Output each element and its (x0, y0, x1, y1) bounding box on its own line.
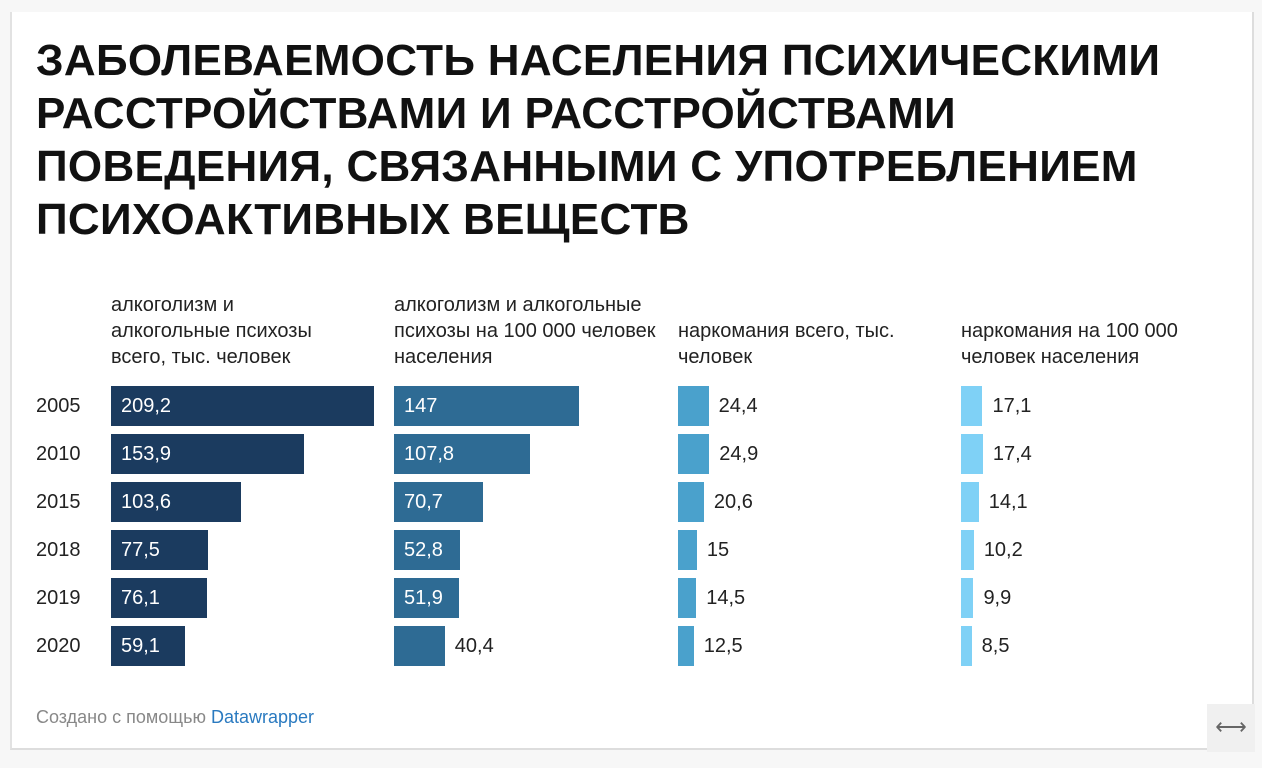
datawrapper-link[interactable]: Datawrapper (210, 707, 315, 727)
year-label: 2019 (36, 587, 81, 609)
bar (111, 434, 305, 474)
bar (394, 578, 460, 618)
value-label: 59,1 (121, 635, 160, 657)
value-label: 77,5 (121, 539, 160, 561)
column-header: алкоголизм и алкогольные психозы на 100 … (394, 294, 656, 368)
value-label: 209,2 (121, 395, 172, 417)
value-label: 40,4 (454, 635, 494, 657)
bar (111, 386, 374, 426)
value-label: 70,7 (404, 491, 443, 513)
year-label: 2018 (36, 539, 81, 561)
value-label: 52,8 (404, 539, 443, 561)
value-label: 51,9 (404, 587, 443, 609)
bar (961, 386, 983, 426)
value-label: 24,4 (718, 395, 758, 417)
footer-prefix: Создано с помощью (36, 707, 206, 727)
bar (394, 386, 579, 426)
value-label: 14,1 (988, 491, 1028, 513)
bar (678, 578, 697, 618)
year-label: 2005 (36, 395, 81, 417)
bar (111, 626, 186, 666)
bar (961, 530, 974, 570)
bar (961, 434, 983, 474)
bar (394, 434, 530, 474)
year-label: 2010 (36, 443, 81, 465)
value-label: 76,1 (121, 587, 160, 609)
value-label: 103,6 (121, 491, 172, 513)
bar (394, 530, 461, 570)
bar (111, 482, 242, 522)
value-label: 15 (706, 539, 730, 561)
value-label: 14,5 (706, 587, 746, 609)
chart-card (10, 12, 1254, 750)
bar (678, 626, 694, 666)
year-label: 2020 (36, 635, 81, 657)
value-label: 9,9 (983, 587, 1012, 609)
bar (678, 530, 697, 570)
bar (678, 434, 710, 474)
bar (961, 626, 972, 666)
value-label: 153,9 (121, 443, 172, 465)
bar (678, 386, 709, 426)
horizontal-arrows-icon[interactable]: ⟷ (1207, 704, 1255, 752)
chart-title: ЗАБОЛЕВАЕМОСТЬ НАСЕЛЕНИЯ ПСИХИЧЕСКИМИ РА… (36, 36, 1161, 244)
value-label: 17,4 (992, 443, 1032, 465)
value-label: 10,2 (983, 539, 1023, 561)
value-label: 147 (404, 395, 438, 417)
value-label: 12,5 (703, 635, 743, 657)
column-header: наркомания всего, тыс. человек (678, 320, 895, 368)
year-label: 2015 (36, 491, 81, 513)
bar (961, 482, 979, 522)
value-label: 20,6 (713, 491, 753, 513)
bar (394, 626, 445, 666)
bar (111, 578, 207, 618)
bar (111, 530, 209, 570)
bar (678, 482, 704, 522)
column-header: наркомания на 100 000 человек населения (961, 320, 1178, 368)
footer: Создано с помощью Datawrapper (36, 707, 314, 728)
value-label: 24,9 (719, 443, 759, 465)
value-label: 8,5 (981, 635, 1010, 657)
bar (961, 578, 974, 618)
column-header: алкоголизм и алкогольные психозы всего, … (111, 294, 312, 368)
value-label: 107,8 (404, 443, 455, 465)
value-label: 17,1 (992, 395, 1032, 417)
bar (394, 482, 483, 522)
